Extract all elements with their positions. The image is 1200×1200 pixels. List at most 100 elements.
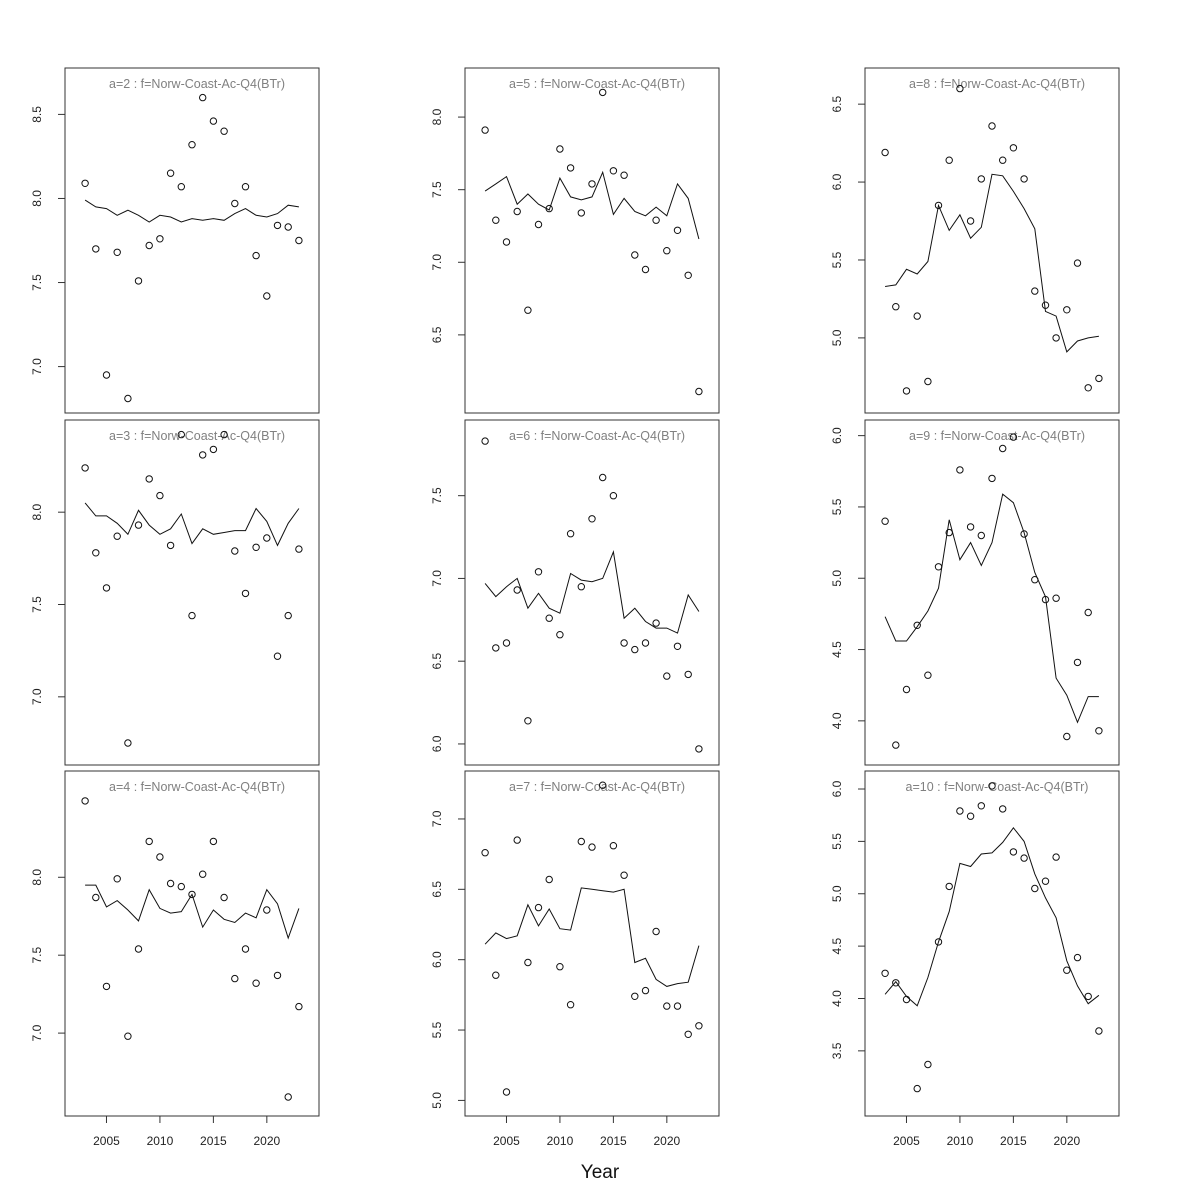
observed-point bbox=[977, 802, 985, 810]
observed-point bbox=[209, 837, 218, 846]
observed-point bbox=[273, 971, 282, 980]
observed-point bbox=[577, 209, 585, 217]
observed-point bbox=[977, 175, 985, 183]
fitted-series-line bbox=[84, 199, 299, 223]
observed-point bbox=[1084, 384, 1092, 392]
observed-point bbox=[134, 521, 143, 529]
observed-points bbox=[481, 437, 703, 753]
observed-point bbox=[684, 1030, 692, 1039]
observed-point bbox=[252, 543, 260, 551]
observed-point bbox=[524, 717, 532, 725]
y-tick-label: 6.5 bbox=[830, 95, 844, 112]
observed-point bbox=[1041, 301, 1050, 309]
y-tick-label: 7.5 bbox=[30, 596, 44, 613]
observed-point bbox=[295, 545, 303, 553]
y-tick-label: 8.0 bbox=[30, 869, 44, 886]
observed-point bbox=[881, 969, 889, 977]
observed-point bbox=[113, 875, 121, 883]
observed-point bbox=[945, 528, 953, 537]
panel-frame bbox=[864, 770, 1120, 1117]
panel-3: a=4 : f=Norw-Coast-Ac-Q4(BTr) 7.0 7.5 8.0 20… bbox=[30, 770, 320, 1148]
observed-point bbox=[902, 995, 911, 1004]
observed-point bbox=[1095, 1027, 1103, 1035]
observed-points bbox=[481, 781, 703, 1096]
observed-point bbox=[956, 807, 964, 815]
observed-point bbox=[988, 782, 996, 790]
observed-point bbox=[1009, 848, 1018, 856]
y-tick-label: 6.0 bbox=[830, 173, 844, 190]
observed-point bbox=[263, 292, 271, 300]
x-axis: 2005 2010 2015 2020 bbox=[493, 1116, 681, 1148]
y-tick-label: 5.0 bbox=[830, 570, 844, 587]
y-tick-label: 7.0 bbox=[430, 810, 444, 827]
y-tick-label: 7.5 bbox=[430, 487, 444, 504]
fitted-series-line bbox=[484, 170, 700, 240]
observed-point bbox=[81, 464, 89, 472]
observed-point bbox=[92, 245, 100, 253]
observed-point bbox=[273, 652, 282, 660]
observed-point bbox=[145, 837, 153, 846]
observed-point bbox=[988, 474, 996, 483]
observed-point bbox=[684, 271, 692, 279]
y-axis: 6.0 6.5 7.0 7.5 bbox=[430, 487, 465, 752]
observed-point bbox=[977, 531, 985, 540]
observed-point bbox=[599, 473, 607, 482]
panels-layer: a=2 : f=Norw-Coast-Ac-Q4(BTr) 7.0 7.5 8.0 8.… bbox=[30, 67, 1120, 1148]
observed-point bbox=[492, 971, 500, 979]
observed-point bbox=[673, 226, 682, 235]
x-tick-label: 2020 bbox=[253, 1134, 280, 1148]
panel-title: a=6 : f=Norw-Coast-Ac-Q4(BTr) bbox=[509, 429, 685, 443]
observed-point bbox=[1052, 334, 1060, 342]
y-axis: 7.0 7.5 8.0 bbox=[30, 504, 65, 705]
observed-point bbox=[481, 437, 489, 445]
panel-title: a=2 : f=Norw-Coast-Ac-Q4(BTr) bbox=[109, 77, 285, 91]
observed-point bbox=[556, 631, 564, 639]
observed-point bbox=[263, 534, 271, 542]
observed-point bbox=[166, 541, 175, 550]
observed-point bbox=[145, 241, 153, 250]
observed-point bbox=[199, 451, 207, 459]
panel-4: a=5 : f=Norw-Coast-Ac-Q4(BTr) 6.5 7.0 7.5 8.… bbox=[430, 67, 720, 414]
observed-point bbox=[1031, 884, 1039, 893]
y-tick-label: 6.0 bbox=[430, 951, 444, 968]
y-tick-label: 6.5 bbox=[430, 326, 444, 343]
x-tick-label: 2015 bbox=[1000, 1134, 1027, 1148]
observed-point bbox=[966, 812, 975, 820]
observed-point bbox=[999, 444, 1007, 453]
observed-point bbox=[220, 893, 228, 902]
observed-point bbox=[199, 93, 207, 102]
fitted-series-line bbox=[884, 493, 1099, 724]
observed-point bbox=[102, 982, 111, 991]
y-axis: 4.0 4.5 5.0 5.5 6.0 bbox=[830, 427, 865, 729]
observed-point bbox=[695, 1022, 703, 1030]
panel-5: a=6 : f=Norw-Coast-Ac-Q4(BTr) 6.0 6.5 7.0 7.… bbox=[430, 419, 720, 766]
y-tick-label: 4.0 bbox=[830, 990, 844, 1007]
observed-point bbox=[956, 84, 964, 93]
y-axis: 5.0 5.5 6.0 6.5 7.0 bbox=[430, 810, 465, 1109]
observed-point bbox=[663, 1002, 671, 1010]
observed-point bbox=[913, 1084, 921, 1093]
observed-point bbox=[241, 945, 250, 953]
panel-title: a=7 : f=Norw-Coast-Ac-Q4(BTr) bbox=[509, 780, 685, 794]
observed-point bbox=[534, 220, 543, 229]
observed-point bbox=[545, 614, 553, 622]
observed-point bbox=[588, 515, 596, 523]
observed-point bbox=[945, 156, 953, 164]
observed-point bbox=[631, 992, 639, 1000]
observed-point bbox=[892, 979, 900, 987]
panel-2: a=3 : f=Norw-Coast-Ac-Q4(BTr) 7.0 7.5 8.0 bbox=[30, 419, 320, 766]
x-axis: 2005 2010 2015 2020 bbox=[893, 1116, 1081, 1148]
panel-8: a=9 : f=Norw-Coast-Ac-Q4(BTr) 4.0 4.5 5.0 5.… bbox=[830, 419, 1120, 766]
observed-point bbox=[124, 394, 132, 403]
observed-point bbox=[924, 377, 932, 386]
observed-point bbox=[599, 781, 607, 789]
observed-point bbox=[609, 492, 618, 500]
y-tick-label: 5.0 bbox=[830, 885, 844, 902]
panel-frame bbox=[464, 67, 720, 414]
observed-point bbox=[534, 568, 543, 576]
observed-points bbox=[81, 797, 303, 1101]
observed-point bbox=[956, 466, 964, 474]
fitted-series-line bbox=[85, 884, 300, 940]
observed-point bbox=[892, 303, 900, 311]
observed-point bbox=[177, 430, 186, 439]
